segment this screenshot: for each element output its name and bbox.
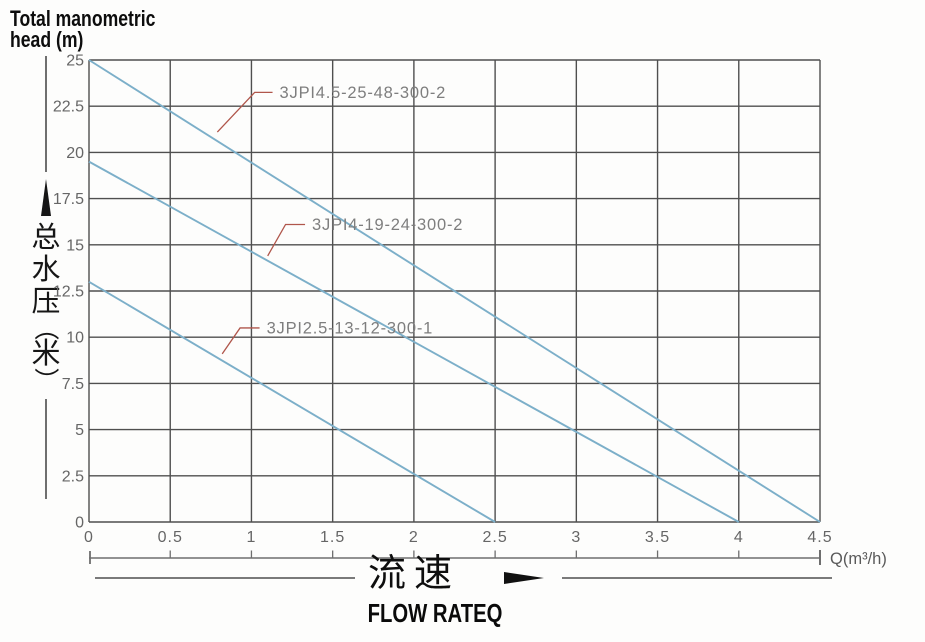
curve-label: 3JPI2.5-13-12-300-1 bbox=[267, 319, 434, 337]
y-axis-cn-char: 压 bbox=[31, 286, 61, 318]
y-axis-tick-label: 20 bbox=[66, 145, 84, 162]
y-axis-unit-char: 米 bbox=[31, 338, 61, 370]
curve-label: 3JPI4.5-25-48-300-2 bbox=[280, 84, 447, 102]
y-axis-tick-label: 7.5 bbox=[62, 376, 84, 393]
x-axis-tick-label: 3 bbox=[571, 529, 581, 546]
x-axis-tick-label: 0.5 bbox=[158, 529, 183, 546]
x-axis-tick-label: 1 bbox=[246, 529, 256, 546]
y-axis-cn-char: 总 bbox=[31, 222, 61, 254]
y-axis-title-line2: head (m) bbox=[10, 27, 84, 52]
x-axis-unit-label: Q(m³/h) bbox=[830, 550, 887, 568]
x-axis-flow-line-left bbox=[95, 577, 355, 579]
x-axis-cn-label: 流速 bbox=[368, 553, 461, 595]
y-axis-tick-label: 17.5 bbox=[53, 191, 84, 208]
y-axis-title-line1: Total manometric bbox=[10, 6, 156, 31]
y-axis-tick-label: 22.5 bbox=[53, 99, 84, 116]
y-axis-tick-label: 2.5 bbox=[62, 468, 84, 485]
y-axis-tick-label: 10 bbox=[66, 330, 84, 347]
curve-label: 3JPI4-19-24-300-2 bbox=[312, 216, 463, 234]
x-axis-tick-label: 2 bbox=[409, 529, 419, 546]
y-axis-line-bottom bbox=[45, 399, 47, 499]
y-axis-tick-label: 0 bbox=[75, 515, 84, 532]
x-axis-tick-label: 2.5 bbox=[482, 529, 507, 546]
x-axis-flow-line-right bbox=[562, 577, 832, 579]
y-axis-tick-label: 25 bbox=[66, 53, 84, 70]
y-axis-line-top bbox=[45, 56, 47, 172]
y-axis-title: Total manometric head (m) bbox=[10, 6, 156, 52]
x-axis-en-label: FLOW RATEQ bbox=[367, 598, 503, 628]
x-axis-tick-label: 3.5 bbox=[645, 529, 670, 546]
y-axis-tick-label: 12.5 bbox=[53, 284, 84, 301]
right-arrow-icon bbox=[504, 572, 544, 584]
x-axis-tick-label: 4.5 bbox=[807, 529, 832, 546]
pump-curve bbox=[88, 280, 496, 523]
pump-curve bbox=[88, 59, 821, 523]
curve-label-leader bbox=[221, 327, 260, 355]
up-arrow-icon bbox=[41, 179, 51, 216]
y-axis-tick-label: 5 bbox=[75, 422, 84, 439]
x-axis-tick-label: 4 bbox=[734, 529, 744, 546]
curve-label-leader bbox=[267, 223, 306, 257]
y-axis-cn-char: 水 bbox=[31, 254, 61, 286]
curve-label-leader bbox=[216, 91, 273, 133]
x-axis-tick-label: 0 bbox=[84, 529, 94, 546]
y-axis-tick-label: 15 bbox=[66, 237, 84, 254]
y-axis-cn-label: 总水压（米） bbox=[31, 222, 61, 393]
pump-curve bbox=[88, 160, 740, 523]
y-axis-cn-annotation: 总水压（米） bbox=[26, 56, 66, 499]
x-axis-tick-label: 1.5 bbox=[320, 529, 345, 546]
